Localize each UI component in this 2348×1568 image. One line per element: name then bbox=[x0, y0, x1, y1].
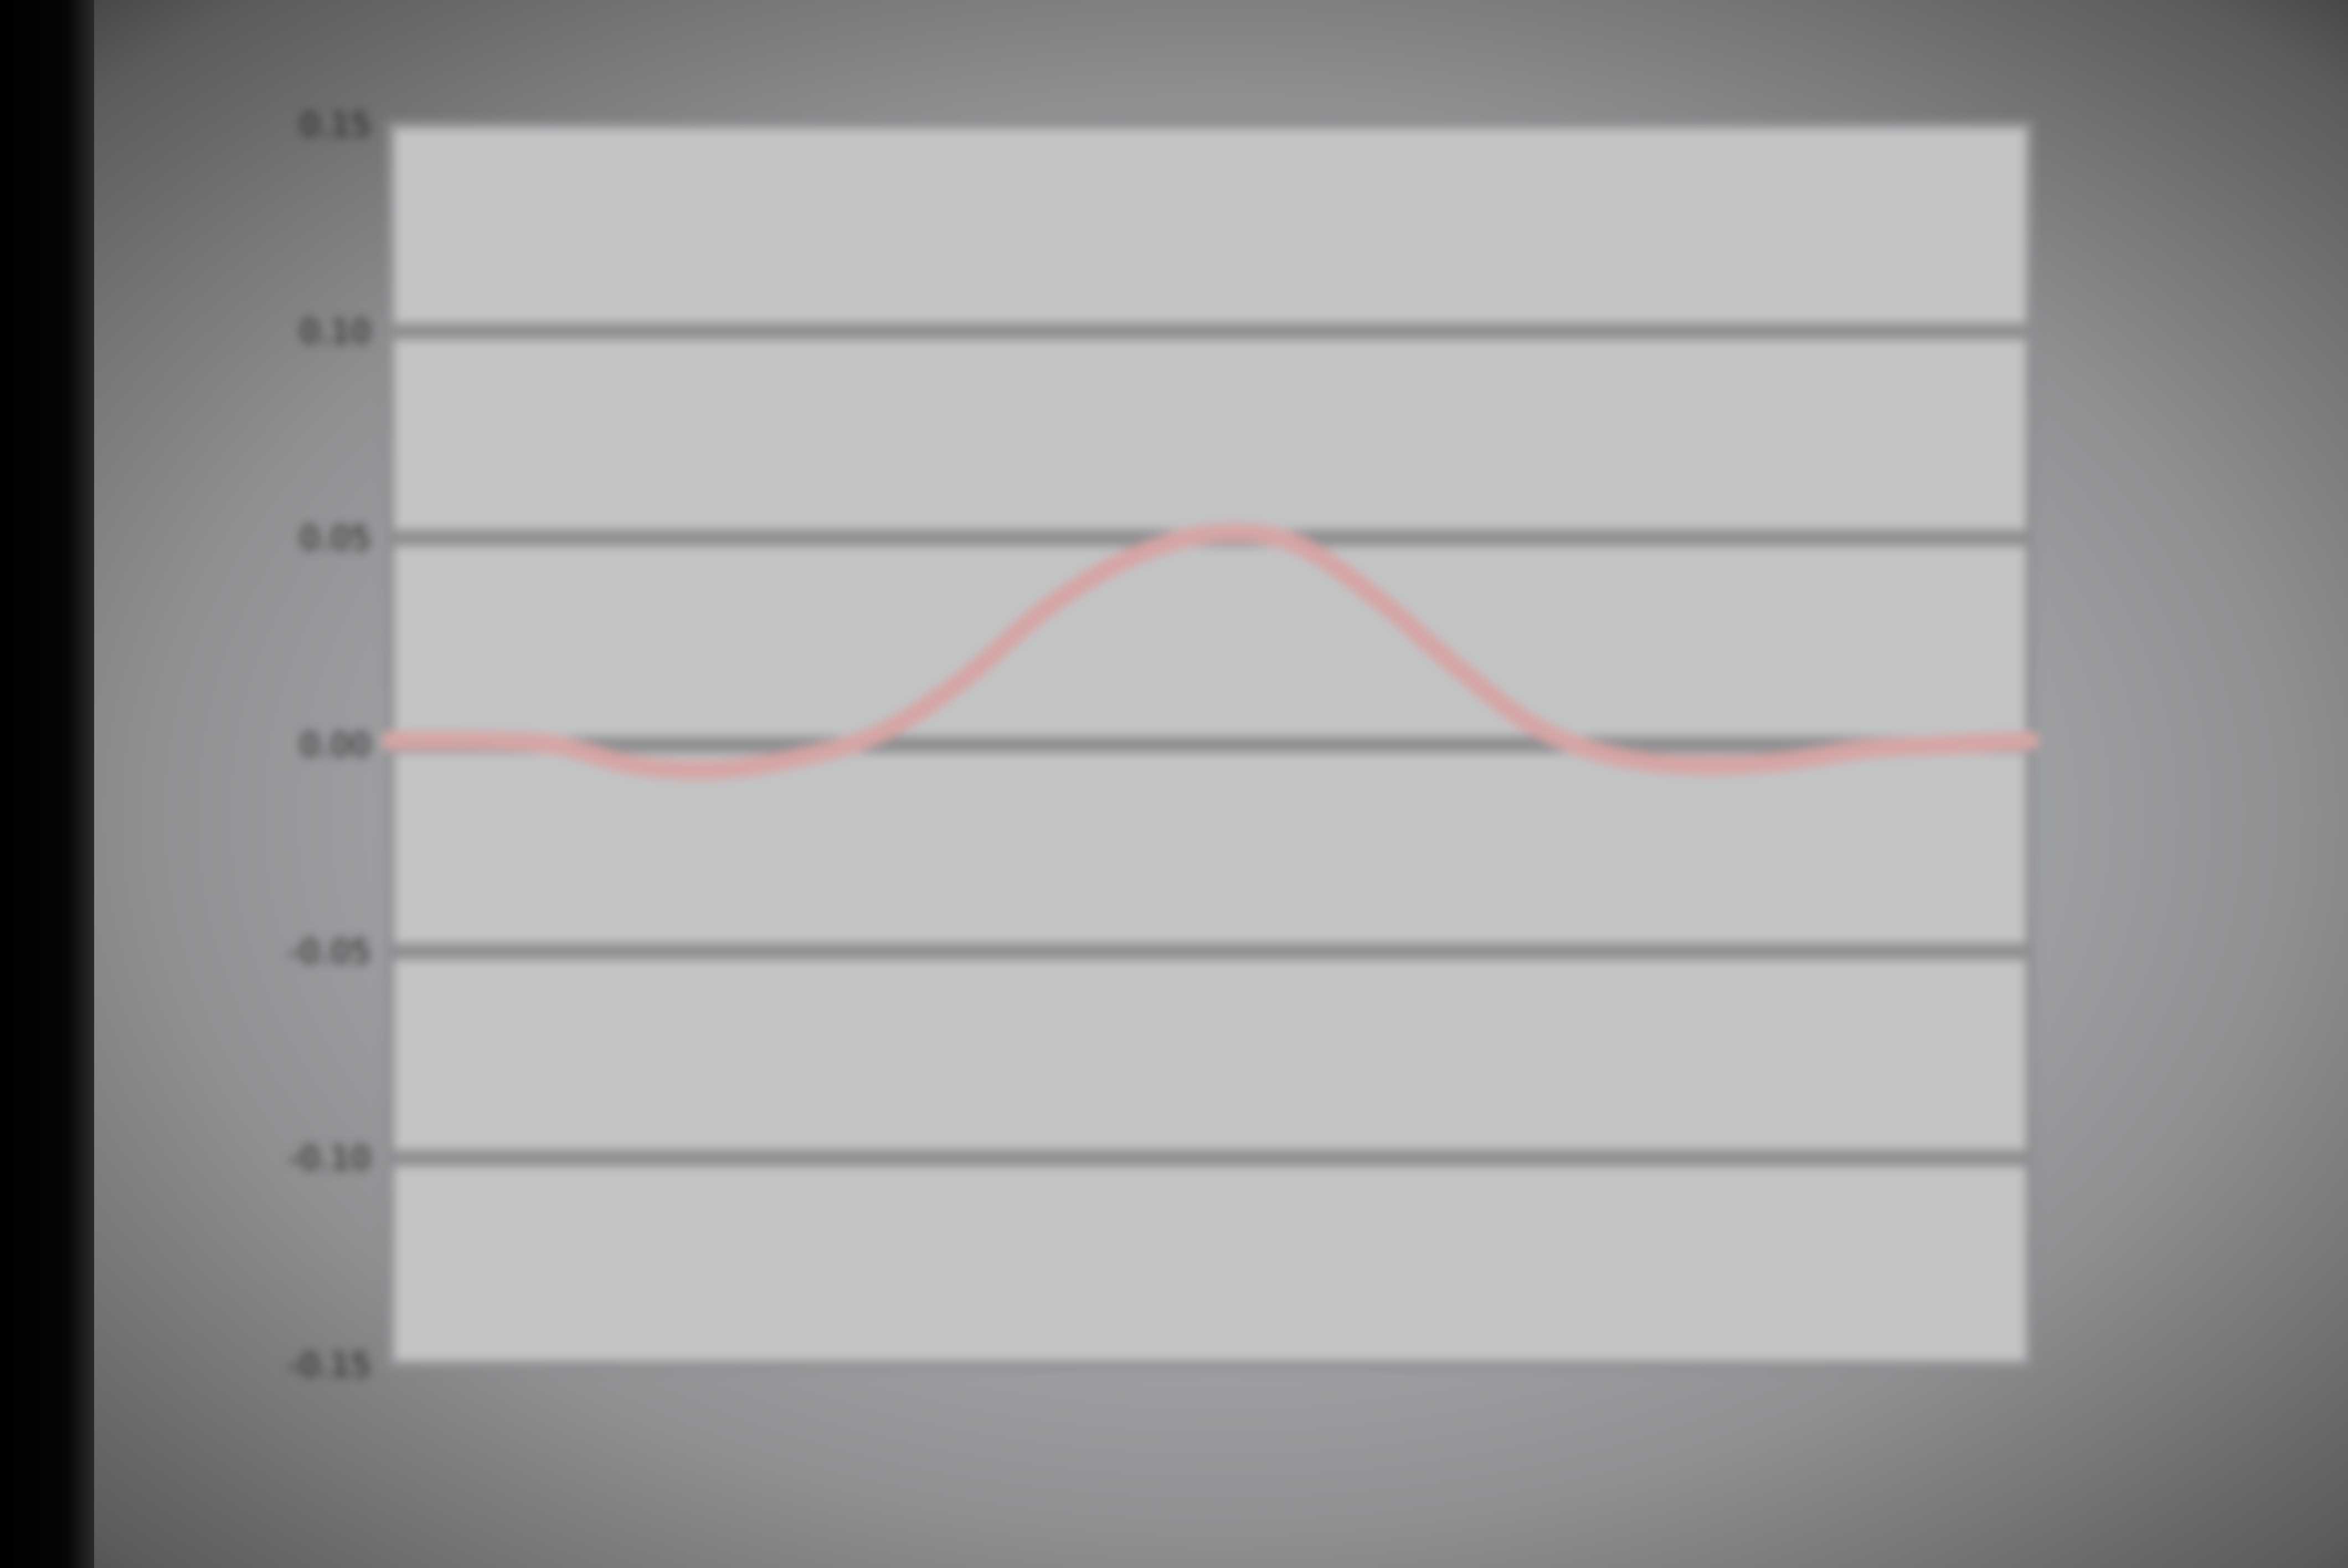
series-line bbox=[381, 523, 2039, 780]
y-tick-label: 0.15 bbox=[300, 106, 371, 143]
y-tick-label: 0.00 bbox=[300, 726, 371, 764]
y-tick-label: -0.10 bbox=[288, 1139, 371, 1177]
y-tick-label: 0.10 bbox=[300, 312, 371, 350]
series-layer bbox=[381, 523, 2039, 780]
y-tick-label: 0.05 bbox=[300, 519, 371, 557]
y-tick-labels: 0.15 0.10 0.05 0.00 -0.05 -0.10 -0.15 bbox=[288, 106, 371, 1384]
dark-screen-edge bbox=[0, 0, 94, 1568]
y-tick-label: -0.05 bbox=[288, 932, 371, 970]
y-tick-label: -0.15 bbox=[288, 1346, 371, 1384]
